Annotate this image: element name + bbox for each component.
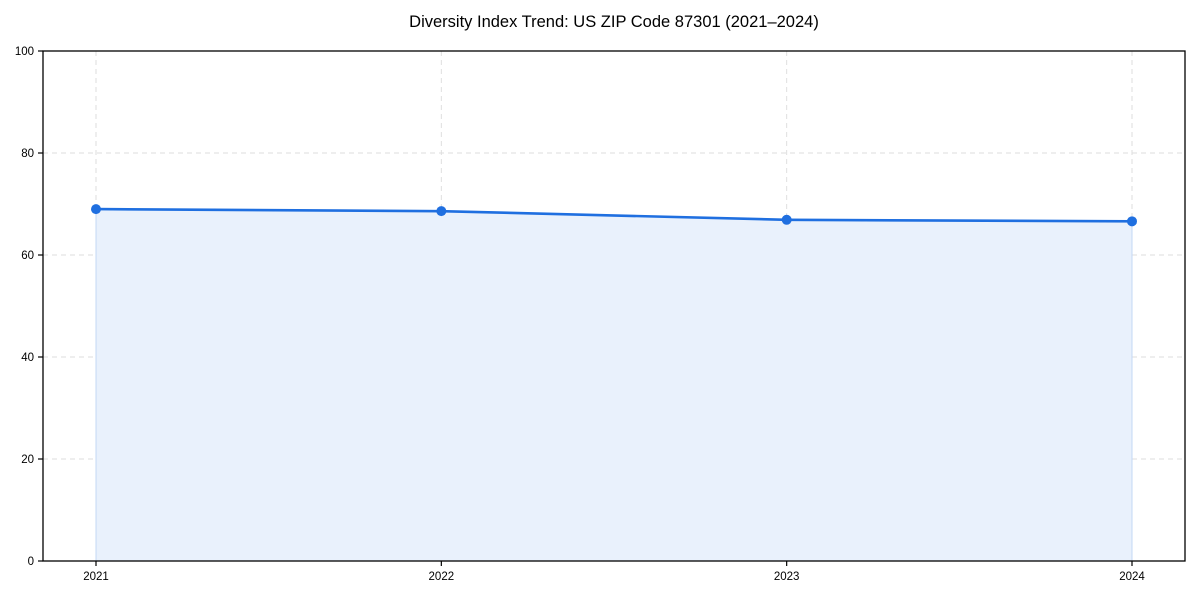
data-point-marker: [1127, 216, 1137, 227]
data-point-marker: [436, 206, 447, 217]
chart-title: Diversity Index Trend: US ZIP Code 87301…: [409, 13, 819, 31]
x-tick-label: 2021: [83, 571, 109, 583]
x-tick-label: 2022: [429, 571, 455, 583]
y-tick-label: 20: [21, 454, 34, 466]
series-area-fill: [95, 208, 1133, 562]
data-point-marker: [781, 214, 792, 225]
y-tick-label: 40: [21, 352, 34, 364]
x-tick-label: 2023: [774, 571, 800, 583]
x-tick-label: 2024: [1119, 571, 1145, 583]
series-line: [94, 207, 1134, 223]
y-tick-label: 100: [15, 46, 34, 58]
y-tick-label: 0: [28, 556, 34, 568]
data-point-marker: [91, 204, 101, 215]
y-tick-label: 60: [21, 250, 34, 262]
y-tick-label: 80: [21, 148, 34, 160]
plot-border: [42, 50, 1186, 562]
